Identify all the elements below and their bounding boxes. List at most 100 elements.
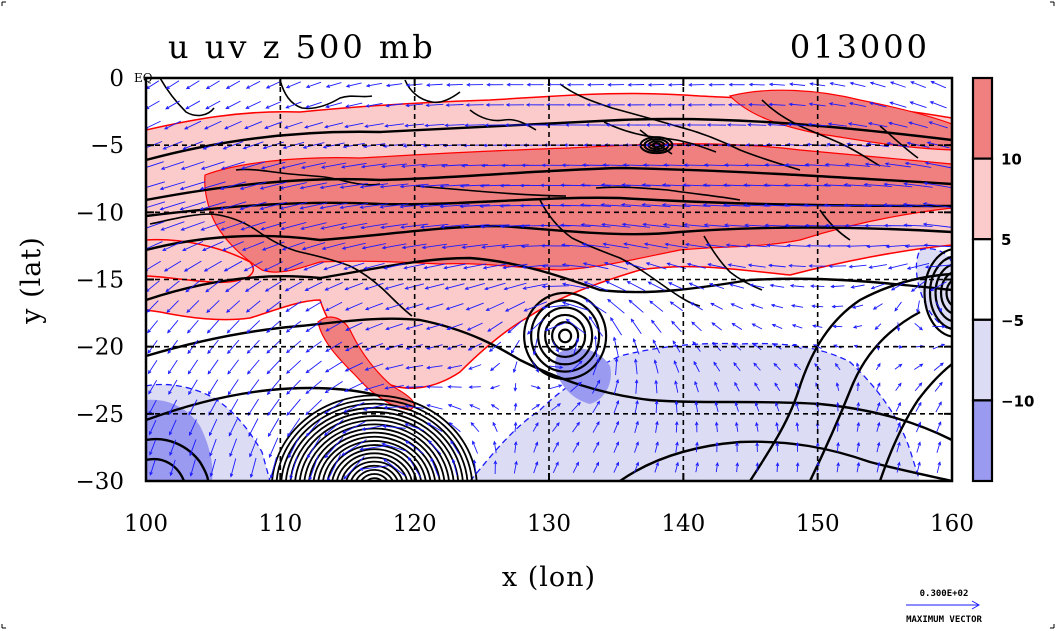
wind-vector-head <box>384 124 389 128</box>
wind-vector-head <box>683 163 688 167</box>
wind-vector <box>592 442 600 453</box>
wind-vector <box>561 244 590 248</box>
wind-vector-head <box>675 461 679 467</box>
wind-vector-head <box>188 390 192 396</box>
wind-vector-head <box>612 336 617 341</box>
wind-vector-head <box>565 318 570 323</box>
wind-vector-head <box>766 243 771 248</box>
wind-vector-head <box>795 462 800 467</box>
wind-vector-head <box>281 247 287 251</box>
wind-vector-head <box>441 245 446 249</box>
wind-vector <box>282 241 305 251</box>
wind-vector <box>728 264 746 268</box>
wind-vector <box>325 321 343 332</box>
wind-vector <box>724 224 750 228</box>
wind-vector <box>468 364 482 370</box>
wind-vector-head <box>363 387 369 391</box>
wind-vector <box>462 243 488 248</box>
wind-vector-head <box>259 206 264 211</box>
wind-vector <box>896 442 901 453</box>
wind-vector <box>484 282 506 290</box>
wind-vector-head <box>147 349 152 354</box>
wind-vector <box>284 261 304 271</box>
wind-vector <box>461 224 490 228</box>
wind-vector-head <box>929 101 934 105</box>
wind-vector <box>188 399 198 415</box>
wind-vector-head <box>204 126 209 130</box>
wind-vector-head <box>655 441 659 446</box>
wind-vector <box>887 142 910 148</box>
wind-vector <box>726 244 748 248</box>
vector-key: 0.300E+02 MAXIMUM VECTOR <box>906 589 983 625</box>
wind-vector-head <box>663 163 668 167</box>
wind-vector <box>220 181 247 190</box>
wind-vector-head <box>302 145 307 149</box>
wind-vector-head <box>203 268 208 272</box>
wind-vector-head <box>405 326 410 330</box>
wind-vector <box>268 418 280 437</box>
wind-vector <box>325 301 343 311</box>
wind-vector <box>837 422 839 432</box>
wind-vector-head <box>506 82 511 87</box>
x-tick-label: 100 <box>124 511 168 537</box>
wind-vector <box>447 323 463 330</box>
wind-vector <box>247 398 259 416</box>
wind-vector-head <box>285 308 290 312</box>
wind-vector-head <box>305 348 310 353</box>
wind-vector <box>185 280 201 293</box>
wind-vector <box>170 459 176 476</box>
wind-vector-head <box>789 82 794 87</box>
wind-vector <box>829 103 846 107</box>
wind-vector-head <box>364 286 369 291</box>
wind-vector <box>648 281 665 291</box>
wind-vector-head <box>225 105 230 110</box>
wind-vector <box>385 283 404 290</box>
wind-vector <box>483 144 507 146</box>
wind-vector-head <box>360 164 366 169</box>
wind-vector-head <box>320 226 325 230</box>
wind-vector-head <box>897 382 902 387</box>
wind-vector-head <box>501 163 506 168</box>
contour-ring <box>331 448 418 481</box>
wind-vector <box>487 321 503 332</box>
wind-vector <box>687 263 706 269</box>
wind-vector-head <box>694 421 699 426</box>
wind-vector <box>401 163 428 167</box>
wind-vector <box>695 401 699 413</box>
wind-vector-head <box>380 164 386 169</box>
wind-vector-head <box>284 287 289 292</box>
wind-vector <box>473 460 477 475</box>
wind-vector-head <box>341 246 346 250</box>
wind-vector-head <box>846 244 851 248</box>
contour-ring <box>530 299 601 373</box>
wind-vector-head <box>404 423 409 427</box>
wind-vector-head <box>634 358 638 363</box>
wind-vector <box>570 381 582 393</box>
wind-vector-head <box>247 391 251 396</box>
wind-vector <box>787 245 808 247</box>
wind-vector-head <box>513 421 518 426</box>
wind-vector-head <box>365 104 370 108</box>
wind-vector-head <box>485 103 490 107</box>
wind-vector <box>321 222 347 229</box>
wind-vector <box>164 120 181 130</box>
wind-vector-head <box>405 83 411 87</box>
wind-vector <box>765 164 790 167</box>
wind-vector-head <box>479 204 484 208</box>
wind-vector-head <box>768 82 774 87</box>
wind-vector <box>856 402 860 412</box>
wind-vector <box>756 463 758 473</box>
wind-vector-head <box>585 123 590 127</box>
contour-line <box>146 457 186 481</box>
wind-vector <box>365 302 383 310</box>
wind-vector <box>571 402 581 413</box>
wind-vector <box>324 419 344 436</box>
wind-vector <box>404 263 426 269</box>
wind-vector-head <box>425 326 431 330</box>
wind-vector-head <box>561 282 567 287</box>
wind-vector <box>490 362 501 371</box>
wind-vector <box>286 81 301 89</box>
wind-vector-head <box>444 123 449 128</box>
wind-vector-head <box>876 346 880 351</box>
wind-vector <box>405 423 425 432</box>
